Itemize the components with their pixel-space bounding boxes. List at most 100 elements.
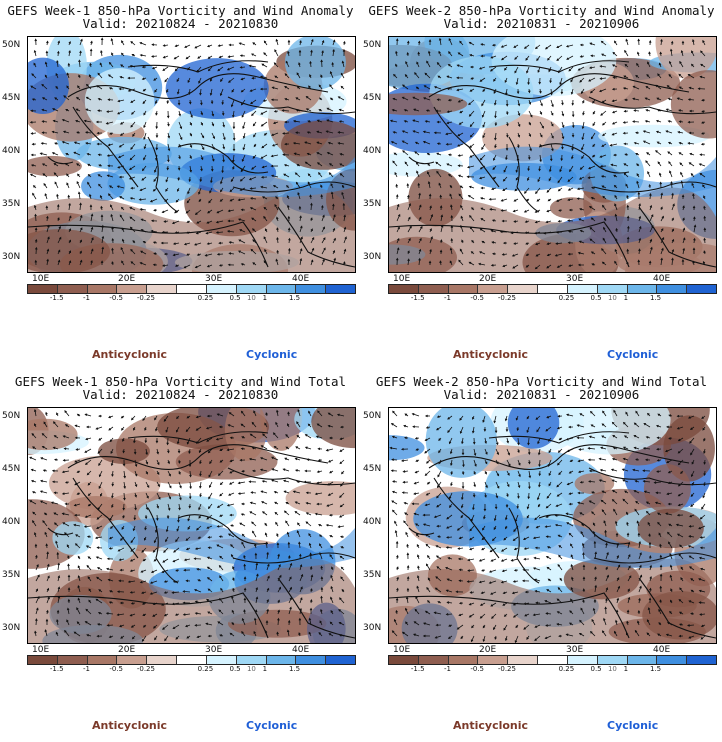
lat-label: 45N [2, 93, 21, 103]
colorbar-swatch [147, 285, 178, 293]
lon-label: 10E [32, 274, 50, 284]
colorbar-ticks: -1.5 -1 -0.5 -0.25 0.25 0.5 1 1.5 10 [27, 294, 354, 304]
lon-label: 20E [479, 274, 497, 284]
colorbar-scale-label: 10 [607, 294, 617, 302]
lon-label: 10E [393, 645, 411, 655]
lat-label: 50N [2, 411, 21, 421]
colorbar-tick-label: -1.5 [410, 665, 425, 673]
colorbar-tick-label: -1 [82, 665, 90, 673]
vorticity-map [27, 407, 356, 644]
colorbar-swatch [266, 285, 297, 293]
colorbar-swatch [418, 285, 449, 293]
panel-title: GEFS Week-2 850-hPa Vorticity and Wind A… [368, 3, 715, 18]
lon-label: 40E [292, 274, 310, 284]
colorbar-swatch [117, 285, 148, 293]
colorbar-ticks: -1.5 -1 -0.5 -0.25 0.25 0.5 1 1.5 10 [388, 665, 715, 675]
lat-label: 30N [2, 252, 21, 262]
lat-label: 40N [363, 146, 382, 156]
panel-valid-dates: Valid: 20210831 - 20210906 [443, 387, 640, 402]
colorbar-tick-label: 1.5 [649, 665, 662, 673]
panel-title: GEFS Week-2 850-hPa Vorticity and Wind T… [375, 374, 708, 389]
colorbar-tick-label: 1 [262, 665, 268, 673]
colorbar-swatch [28, 656, 58, 664]
colorbar [27, 284, 356, 294]
colorbar-swatch [177, 285, 207, 293]
colorbar-swatch [87, 656, 118, 664]
colorbar-swatch [296, 285, 327, 293]
colorbar-swatch [567, 285, 598, 293]
colorbar-tick-label: -0.5 [470, 294, 485, 302]
colorbar-swatch [448, 285, 479, 293]
colorbar-scale-label: 10 [246, 665, 256, 673]
colorbar-tick-label: 0.5 [229, 294, 241, 302]
lon-label: 30E [566, 274, 584, 284]
colorbar-swatch [627, 656, 658, 664]
colorbar-tick-label: -0.25 [497, 294, 516, 302]
lat-label: 45N [363, 464, 382, 474]
colorbar-swatch [117, 656, 148, 664]
cyclonic-label: Cyclonic [246, 719, 298, 732]
colorbar-tick-label: 0.25 [558, 665, 575, 673]
colorbar-tick-label: -0.25 [136, 294, 155, 302]
colorbar-scale-label: 10 [607, 665, 617, 673]
colorbar-tick-label: -0.25 [497, 665, 516, 673]
colorbar-tick-label: -1 [443, 294, 451, 302]
lon-label: 10E [32, 645, 50, 655]
cyclonic-label: Cyclonic [607, 348, 659, 361]
lon-label: 10E [393, 274, 411, 284]
colorbar-swatch [266, 656, 297, 664]
anticyclonic-label: Anticyclonic [453, 348, 529, 361]
panel-valid-dates: Valid: 20210824 - 20210830 [82, 387, 279, 402]
colorbar [388, 655, 717, 665]
colorbar-swatch [597, 285, 628, 293]
map-panel-week1-total: GEFS Week-1 850-hPa Vorticity and Wind T… [0, 371, 361, 742]
colorbar-tick-label: 1.5 [649, 294, 662, 302]
colorbar-swatch [627, 285, 658, 293]
colorbar-swatch [206, 285, 237, 293]
lon-label: 30E [205, 645, 223, 655]
panel-title: GEFS Week-1 850-hPa Vorticity and Wind T… [14, 374, 347, 389]
anticyclonic-label: Anticyclonic [453, 719, 529, 732]
colorbar-tick-label: 1 [623, 294, 629, 302]
colorbar-swatch [57, 285, 88, 293]
colorbar-swatch [478, 656, 509, 664]
vorticity-map [27, 36, 356, 273]
colorbar-swatch [508, 656, 539, 664]
colorbar-swatch [206, 656, 237, 664]
colorbar-swatch [597, 656, 628, 664]
anticyclonic-label: Anticyclonic [92, 348, 168, 361]
colorbar-swatch [478, 285, 509, 293]
colorbar-swatch [389, 656, 419, 664]
lon-label: 20E [479, 645, 497, 655]
colorbar-tick-label: 0.25 [197, 294, 214, 302]
lat-label: 50N [2, 40, 21, 50]
colorbar-scale-label: 10 [246, 294, 256, 302]
colorbar-tick-label: -0.5 [470, 665, 485, 673]
colorbar-tick-label: -0.5 [109, 665, 124, 673]
lat-label: 50N [363, 411, 382, 421]
colorbar-swatch [296, 656, 327, 664]
colorbar-swatch [508, 285, 539, 293]
lon-label: 40E [653, 645, 671, 655]
colorbar [388, 284, 717, 294]
colorbar-tick-label: -1.5 [49, 294, 64, 302]
colorbar-tick-label: 0.5 [590, 665, 602, 673]
lon-label: 30E [566, 645, 584, 655]
map-panel-week1-anomaly: GEFS Week-1 850-hPa Vorticity and Wind A… [0, 0, 361, 371]
colorbar-ticks: -1.5 -1 -0.5 -0.25 0.25 0.5 1 1.5 10 [27, 665, 354, 675]
colorbar-tick-label: 0.5 [229, 665, 241, 673]
colorbar-tick-label: 1 [262, 294, 268, 302]
colorbar-swatch [687, 656, 716, 664]
panel-title: GEFS Week-1 850-hPa Vorticity and Wind A… [7, 3, 354, 18]
colorbar-swatch [418, 656, 449, 664]
colorbar-swatch [87, 285, 118, 293]
lat-label: 30N [363, 623, 382, 633]
lat-label: 35N [2, 199, 21, 209]
colorbar [27, 655, 356, 665]
colorbar-swatch [57, 656, 88, 664]
map-panel-week2-anomaly: GEFS Week-2 850-hPa Vorticity and Wind A… [361, 0, 722, 371]
colorbar-swatch [236, 656, 267, 664]
colorbar-swatch [448, 656, 479, 664]
anticyclonic-label: Anticyclonic [92, 719, 168, 732]
lat-label: 40N [2, 146, 21, 156]
